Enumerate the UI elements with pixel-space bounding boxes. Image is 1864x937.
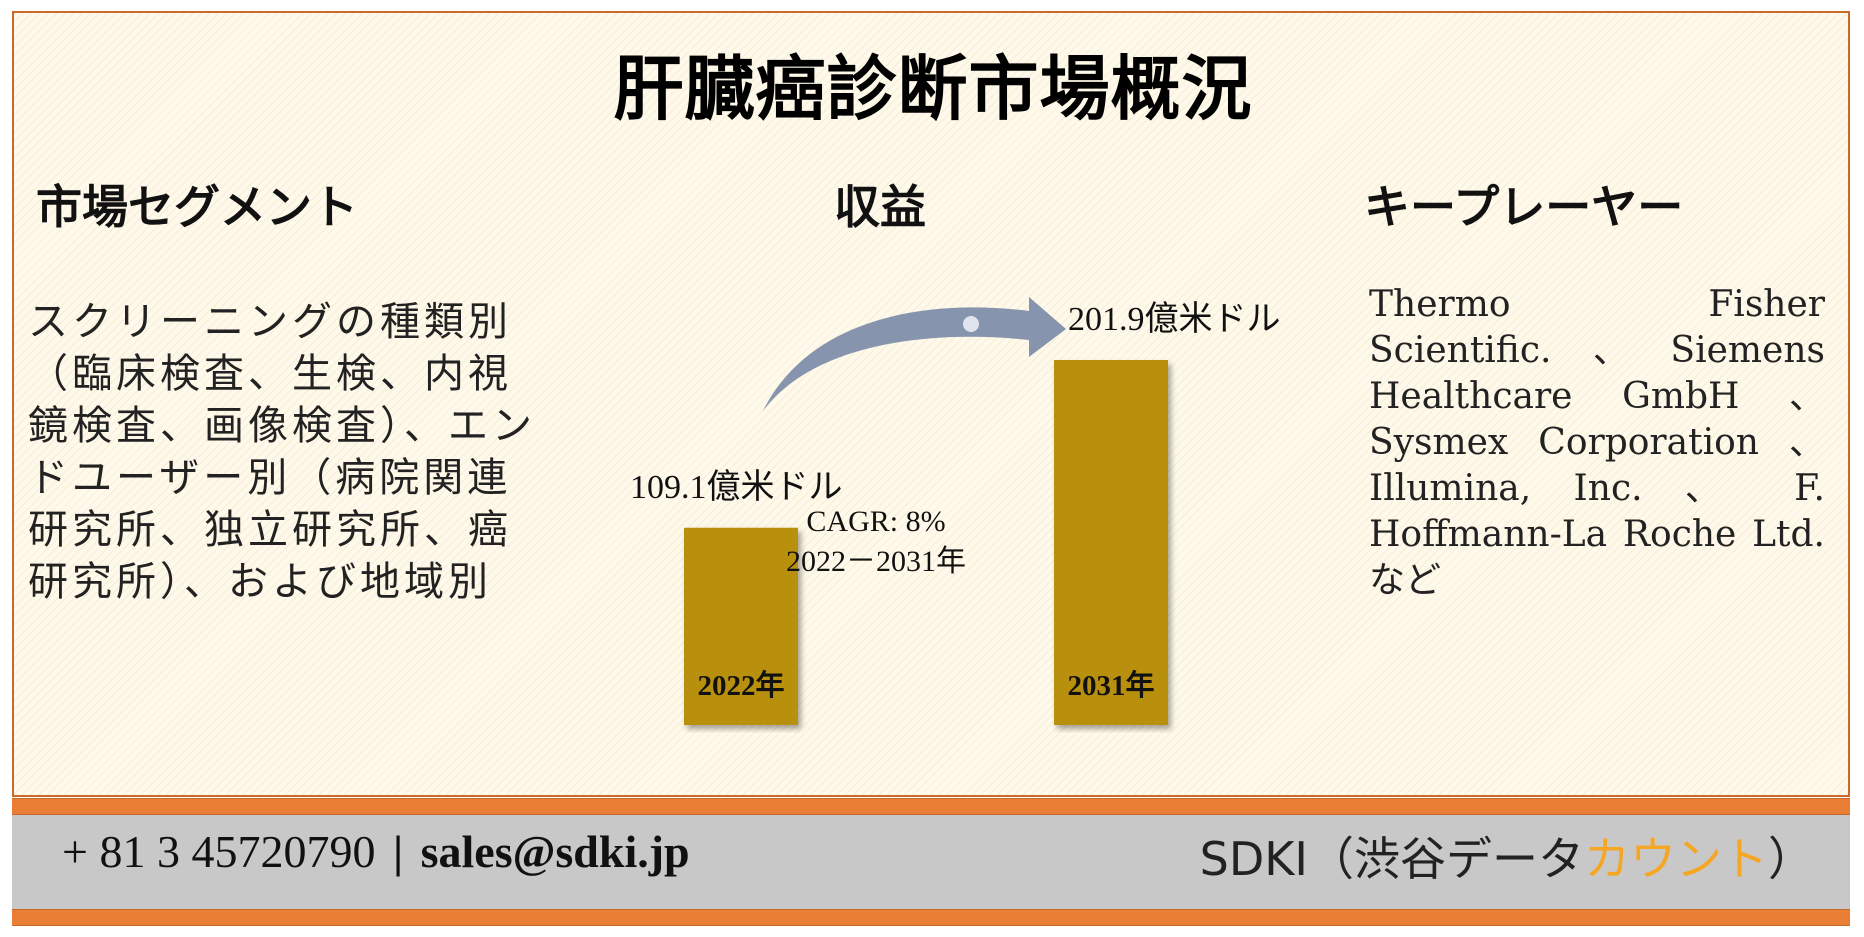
growth-arrow-icon	[763, 297, 1066, 411]
phone-number[interactable]: + 81 3 45720790	[62, 826, 376, 877]
brand-end: ）	[1768, 832, 1814, 886]
brand-accent: カウント	[1584, 832, 1768, 886]
revenue-chart: 2022年 109.1億米ドル 2031年 201.9億米ドル CAGR: 8% 20…	[630, 297, 1281, 725]
cagr-label: CAGR: 8%	[806, 505, 945, 538]
email-link[interactable]: sales@sdki.jp	[420, 826, 690, 877]
arrow-highlight	[963, 316, 979, 332]
brand-main: SDKI（渋谷データ	[1199, 832, 1584, 886]
brand-name: SDKI（渋谷データカウント）	[1200, 823, 1814, 889]
key-players-text: Thermo Fisher Scientific.、Siemens Health…	[1369, 284, 1825, 601]
contact-separator: |	[392, 826, 404, 877]
bar-category-label: 2022年	[697, 668, 784, 702]
infographic-panel: 肝臓癌診断市場概況 市場セグメント 収益 キープレーヤー スクリーニングの種類別…	[12, 11, 1850, 797]
bar-0	[684, 527, 798, 725]
bar-value-label: 109.1億米ドル	[630, 468, 843, 506]
footer-bar: + 81 3 45720790 | sales@sdki.jp SDKI（渋谷デ…	[12, 815, 1850, 909]
segments-text: スクリーニングの種類別（臨床検査、生検、内視鏡検査、画像検査）、エンドユーザー別…	[28, 299, 536, 605]
bar-1	[1054, 360, 1168, 725]
revenue-heading: 収益	[834, 180, 926, 234]
footer-top-stripe	[12, 798, 1850, 815]
bar-value-label: 201.9億米ドル	[1068, 300, 1281, 338]
footer-bottom-stripe	[12, 909, 1850, 926]
segments-heading: 市場セグメント	[36, 180, 358, 234]
bar-category-label: 2031年	[1067, 668, 1154, 702]
key-players-heading: キープレーヤー	[1364, 180, 1684, 234]
cagr-period: 2022－2031年	[786, 545, 966, 578]
page-title: 肝臓癌診断市場概況	[613, 47, 1253, 130]
contact-info: + 81 3 45720790 | sales@sdki.jp	[62, 825, 690, 878]
